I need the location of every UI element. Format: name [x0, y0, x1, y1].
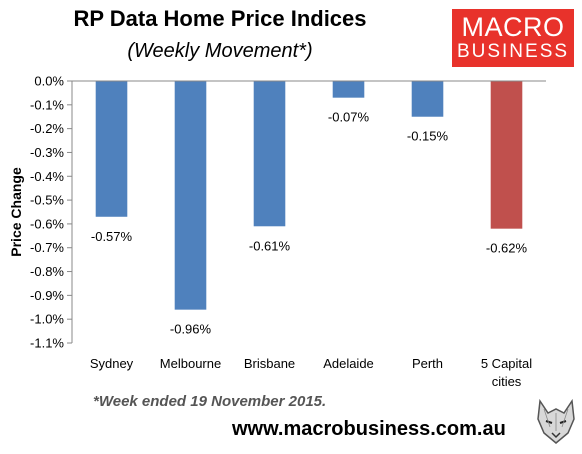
- y-tick-label: -0.1%: [30, 97, 64, 112]
- bar: [332, 81, 365, 98]
- footnote: *Week ended 19 November 2015.: [93, 393, 327, 410]
- y-tick-label: 0.0%: [34, 74, 64, 89]
- data-label: -0.15%: [407, 129, 449, 144]
- chart-title: RP Data Home Price Indices: [73, 6, 367, 31]
- logo-line-1: MACRO: [461, 12, 565, 42]
- y-tick-label: -0.4%: [30, 169, 64, 184]
- data-label: -0.57%: [91, 229, 133, 244]
- y-tick-label: -0.7%: [30, 240, 64, 255]
- y-axis-title: Price Change: [8, 167, 24, 257]
- y-tick-label: -0.5%: [30, 193, 64, 208]
- x-tick-label: Adelaide: [323, 356, 374, 371]
- y-tick-label: -0.3%: [30, 145, 64, 160]
- x-tick-label: Perth: [412, 356, 443, 371]
- y-tick-label: -1.1%: [30, 336, 64, 351]
- x-tick-label: Brisbane: [244, 356, 295, 371]
- data-label: -0.62%: [486, 241, 528, 256]
- y-tick-label: -1.0%: [30, 312, 64, 327]
- bar: [253, 81, 286, 227]
- bar: [490, 81, 523, 229]
- x-tick-label: Melbourne: [160, 356, 221, 371]
- logo-line-2: BUSINESS: [456, 41, 570, 62]
- y-tick-label: -0.6%: [30, 216, 64, 231]
- wolf-icon: [534, 397, 578, 447]
- data-label: -0.07%: [328, 110, 370, 125]
- bar: [95, 81, 128, 217]
- data-label: -0.96%: [170, 322, 212, 337]
- x-tick-label: Sydney: [90, 356, 134, 371]
- x-tick-label: 5 Capital: [481, 356, 532, 371]
- y-tick-label: -0.9%: [30, 288, 64, 303]
- y-tick-label: -0.8%: [30, 264, 64, 279]
- y-tick-label: -0.2%: [30, 121, 64, 136]
- bar: [174, 81, 207, 310]
- bar: [411, 81, 444, 117]
- x-tick-label: cities: [492, 374, 522, 389]
- website-url: www.macrobusiness.com.au: [232, 418, 506, 440]
- data-label: -0.61%: [249, 238, 291, 253]
- macrobusiness-logo: MACRO BUSINESS: [452, 9, 574, 67]
- chart-subtitle: (Weekly Movement*): [127, 40, 313, 62]
